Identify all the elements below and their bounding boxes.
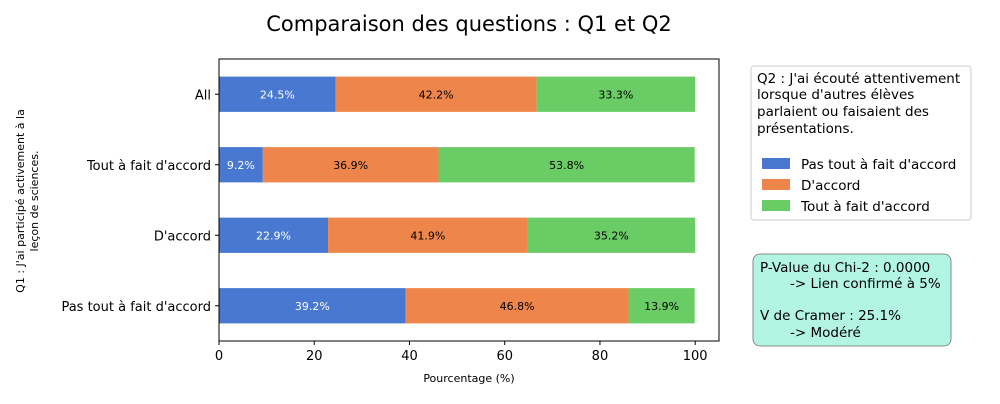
bar-value-label: 36.9% xyxy=(333,159,368,172)
stats-pvalue-conclusion: -> Lien confirmé à 5% xyxy=(790,276,941,292)
x-tick-label: 60 xyxy=(496,349,513,364)
legend-label: D'accord xyxy=(801,178,860,194)
bar-value-label: 35.2% xyxy=(594,229,629,242)
bar-value-label: 13.9% xyxy=(644,300,679,313)
stats-pvalue: P-Value du Chi-2 : 0.0000 xyxy=(760,260,930,276)
y-tick-label: Pas tout à fait d'accord xyxy=(61,300,211,315)
x-tick-label: 0 xyxy=(215,349,223,364)
stats-cramer-conclusion: -> Modéré xyxy=(790,325,861,341)
bar-value-label: 9.2% xyxy=(227,159,255,172)
bar-segment xyxy=(262,147,439,183)
stats-box xyxy=(752,253,952,347)
plot-area: 24.5% 42.2% 33.3% All 9.2% 36.9% 53.8% Tout à f… xyxy=(61,58,720,364)
y-tick-label: All xyxy=(195,88,211,103)
bar-segment xyxy=(219,217,329,253)
legend: Q2 : J'ai écouté attentivement lorsque d… xyxy=(750,65,972,221)
stats-annotation: P-Value du Chi-2 : 0.0000 -> Lien confir… xyxy=(752,253,952,347)
y-axis-label-line-1: Q1 : J'ai participé activement à la xyxy=(14,109,27,293)
bar-value-label: 24.5% xyxy=(260,88,295,101)
bar-segment xyxy=(219,76,336,112)
bar-segment xyxy=(527,217,696,253)
bar-segment xyxy=(328,217,528,253)
legend-swatch xyxy=(762,158,790,169)
legend-frame xyxy=(750,65,972,221)
legend-title-line-1: Q2 : J'ai écouté attentivement xyxy=(757,71,960,87)
legend-label: Pas tout à fait d'accord xyxy=(801,157,956,173)
bar-value-label: 53.8% xyxy=(549,159,584,172)
x-tick-label: 40 xyxy=(401,349,418,364)
bar-value-label: 41.9% xyxy=(410,229,445,242)
bar-segment xyxy=(405,288,629,324)
bar-value-label: 22.9% xyxy=(256,229,291,242)
bar-segment xyxy=(219,147,263,183)
legend-title-line-3: parlaient ou faisaient des xyxy=(757,104,929,120)
legend-swatch xyxy=(762,200,790,211)
plot-frame xyxy=(218,58,720,342)
chart-title: Comparaison des questions : Q1 et Q2 xyxy=(266,12,672,36)
legend-swatch xyxy=(762,179,790,190)
y-tick-label: D'accord xyxy=(154,229,211,244)
x-tick-label: 100 xyxy=(683,349,708,364)
x-axis-label: Pourcentage (%) xyxy=(423,372,514,385)
bar-segment xyxy=(438,147,695,183)
y-axis-label: Q1 : J'ai participé activement à la leço… xyxy=(14,109,41,293)
legend-title-line-2: lorsque d'autres élèves xyxy=(757,87,914,103)
y-tick-label: Tout à fait d'accord xyxy=(86,159,211,174)
x-tick-label: 20 xyxy=(306,349,323,364)
legend-items: Pas tout à fait d'accord D'accord Tout à f… xyxy=(762,157,956,215)
legend-title-line-4: présentations. xyxy=(757,121,854,137)
bar-value-label: 42.2% xyxy=(419,88,454,101)
bar-segment xyxy=(536,76,696,112)
bar-value-label: 39.2% xyxy=(295,300,330,313)
legend-label: Tout à fait d'accord xyxy=(800,199,930,215)
stats-cramer: V de Cramer : 25.1% xyxy=(760,308,901,324)
bar-value-label: 46.8% xyxy=(500,300,535,313)
bar-segment xyxy=(628,288,695,324)
bar-segment xyxy=(219,288,406,324)
bar-value-label: 33.3% xyxy=(598,88,633,101)
y-axis-label-line-2: leçon de sciences. xyxy=(28,151,41,252)
x-tick-label: 80 xyxy=(592,349,609,364)
bar-segment xyxy=(335,76,537,112)
